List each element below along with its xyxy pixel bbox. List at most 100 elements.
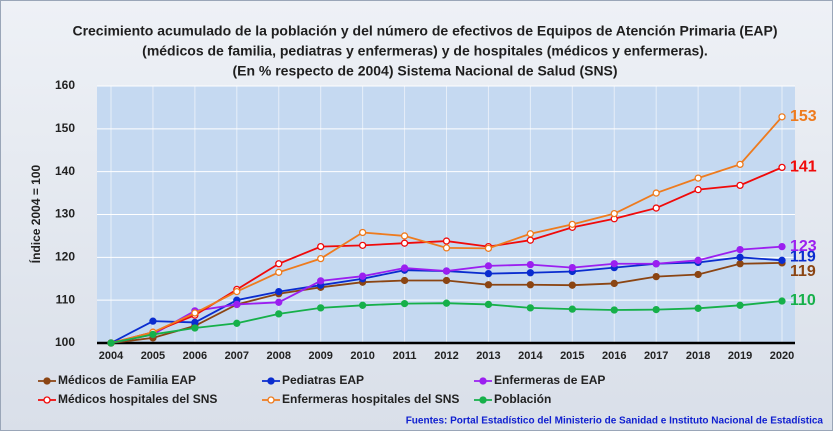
y-tick-label: 120: [55, 250, 75, 264]
data-point: [442, 276, 451, 285]
source-note: Fuentes: Portal Estadístico del Minister…: [406, 416, 824, 427]
x-tick-label: 2008: [267, 350, 291, 362]
data-point: [526, 230, 535, 238]
data-point: [484, 300, 493, 309]
data-point: [149, 330, 157, 339]
data-point: [736, 181, 744, 190]
data-point: [107, 339, 115, 347]
data-point: [778, 242, 786, 251]
data-point: [442, 299, 451, 307]
data-point: [442, 237, 451, 245]
data-point: [610, 306, 618, 314]
data-point: [484, 262, 493, 270]
x-tick-label: 2017: [644, 350, 668, 362]
legend-label: Enfermeras de EAP: [494, 373, 605, 387]
data-point: [317, 242, 325, 251]
legend-label: Población: [494, 392, 551, 406]
data-point: [275, 298, 283, 306]
x-tick-label: 2015: [560, 350, 584, 362]
chart-title: (En % respecto de 2004) Sistema Nacional…: [232, 63, 617, 79]
data-point: [694, 174, 702, 182]
data-point: [484, 244, 493, 252]
legend-marker: [479, 377, 487, 385]
y-tick-label: 130: [55, 207, 75, 221]
data-point: [317, 254, 325, 263]
x-tick-label: 2007: [225, 350, 249, 362]
x-tick-label: 2005: [141, 350, 165, 362]
x-tick-label: 2014: [518, 350, 543, 362]
legend-label: Pediatras EAP: [282, 373, 364, 387]
data-point: [778, 256, 786, 264]
data-point: [568, 281, 576, 289]
x-tick-label: 2019: [728, 350, 752, 362]
data-point: [442, 244, 451, 252]
data-label: 153: [790, 108, 817, 125]
data-point: [400, 264, 409, 272]
data-point: [400, 299, 409, 308]
data-point: [652, 272, 660, 281]
data-point: [526, 236, 535, 244]
data-label: 119: [790, 249, 816, 266]
data-point: [778, 163, 786, 172]
x-tick-label: 2009: [308, 350, 332, 362]
data-point: [652, 260, 660, 268]
data-point: [736, 260, 744, 268]
data-point: [568, 220, 576, 229]
data-point: [400, 232, 409, 240]
data-point: [652, 189, 660, 197]
data-point: [233, 300, 241, 309]
chart-title: Crecimiento acumulado de la población y …: [72, 23, 777, 39]
data-point: [149, 317, 157, 325]
data-point: [275, 260, 283, 268]
data-point: [778, 113, 786, 121]
data-point: [275, 268, 283, 276]
data-point: [400, 239, 409, 247]
data-point: [610, 260, 618, 268]
legend-marker: [479, 396, 487, 404]
data-point: [568, 263, 576, 272]
data-point: [694, 256, 702, 264]
x-tick-label: 2018: [686, 350, 710, 362]
data-point: [610, 279, 618, 288]
x-tick-label: 2004: [99, 350, 124, 362]
data-point: [400, 276, 409, 285]
data-label: 119: [790, 263, 816, 280]
data-point: [652, 305, 660, 314]
data-point: [526, 260, 535, 269]
data-point: [317, 277, 325, 285]
legend-marker: [43, 377, 51, 385]
data-point: [358, 272, 367, 280]
x-tick-label: 2020: [770, 350, 794, 362]
data-point: [526, 304, 535, 312]
x-tick-label: 2012: [434, 350, 458, 362]
legend-label: Médicos hospitales del SNS: [58, 392, 217, 406]
y-axis-label: Índice 2004 = 100: [28, 164, 43, 263]
legend-marker: [43, 396, 51, 404]
y-tick-label: 110: [56, 292, 76, 306]
x-tick-label: 2013: [476, 350, 500, 362]
data-point: [317, 304, 325, 312]
y-tick-label: 100: [55, 335, 75, 349]
x-tick-label: 2006: [183, 350, 207, 362]
chart-title: (médicos de familia, pediatras y enferme…: [142, 43, 708, 59]
data-point: [358, 228, 367, 237]
data-point: [694, 270, 702, 279]
data-point: [694, 304, 702, 312]
data-point: [484, 281, 493, 289]
data-point: [778, 297, 786, 305]
data-point: [358, 301, 367, 309]
data-point: [484, 269, 493, 278]
data-point: [442, 267, 451, 275]
y-tick-label: 160: [55, 78, 75, 92]
data-label: 123: [790, 238, 817, 255]
data-point: [736, 301, 744, 309]
x-tick-label: 2011: [393, 350, 417, 362]
data-point: [275, 310, 283, 318]
data-label: 110: [790, 292, 816, 309]
data-point: [652, 204, 660, 212]
legend-marker: [267, 377, 275, 385]
legend-marker: [267, 396, 275, 404]
data-point: [736, 245, 744, 254]
y-tick-label: 140: [55, 164, 75, 178]
